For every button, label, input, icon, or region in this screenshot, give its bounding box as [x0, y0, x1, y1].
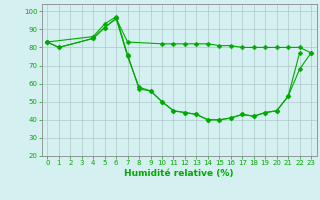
X-axis label: Humidité relative (%): Humidité relative (%): [124, 169, 234, 178]
